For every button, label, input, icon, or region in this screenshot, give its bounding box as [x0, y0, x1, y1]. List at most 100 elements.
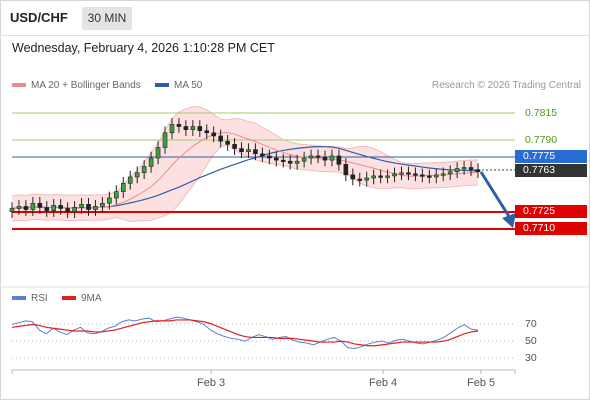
candle-body [79, 203, 84, 208]
x-tick-feb5: Feb 5 [467, 377, 496, 389]
candle-body [120, 182, 126, 192]
legend-9ma-label: 9MA [81, 293, 102, 304]
candle-body [23, 206, 29, 210]
candle-body [413, 173, 418, 176]
level-label-s1: 0.7725 [515, 205, 587, 218]
candle-body [86, 203, 91, 210]
timestamp: Wednesday, February 4, 2026 1:10:28 PM C… [12, 41, 275, 55]
candle-body [100, 202, 105, 207]
bollinger-upper [11, 106, 479, 197]
candle-body [16, 206, 22, 209]
legend-ma50: MA 50 [155, 80, 202, 91]
candle-body [364, 177, 370, 181]
level-label-pivot: 0.7775 [515, 150, 587, 163]
forecast-arrow-icon [479, 171, 516, 228]
chart-header: USD/CHF 30 MIN [0, 0, 590, 36]
rsi-panel [11, 316, 479, 350]
candle-body [114, 191, 119, 199]
candle-body [420, 174, 425, 177]
candle-body [204, 130, 210, 134]
candle-body [190, 126, 196, 130]
rsi-tick-70: 70 [525, 318, 537, 330]
candle-body [65, 208, 70, 212]
candle-body [350, 174, 356, 180]
timeframe-button[interactable]: 30 MIN [82, 7, 132, 30]
rsi-tick-50: 50 [525, 335, 537, 347]
legend-rsi: RSI [12, 293, 48, 304]
x-tick-feb3: Feb 3 [197, 377, 226, 389]
candle-body [246, 149, 251, 153]
rsi-tick-30: 30 [525, 352, 537, 364]
candle-body [239, 148, 244, 153]
candle-body [468, 167, 474, 170]
candle-body [378, 175, 383, 178]
candle-body [211, 132, 217, 137]
candle-body [357, 178, 363, 181]
candle-body [134, 172, 140, 178]
candle-body [433, 174, 439, 178]
ma9-swatch-icon [62, 296, 76, 301]
candle-body [385, 175, 390, 178]
candle-body [127, 176, 133, 184]
legend-ma50-label: MA 50 [174, 80, 203, 91]
candle-body [44, 207, 50, 211]
candle-body [322, 156, 328, 161]
candle-body [148, 157, 154, 167]
ma50-swatch-icon [155, 83, 169, 88]
candle-body [392, 173, 397, 177]
candle-body [329, 155, 335, 161]
candle-body [399, 172, 404, 175]
candle-body [232, 144, 237, 149]
candle-body [260, 153, 265, 157]
legend-rsi-label: RSI [31, 293, 48, 304]
candle-body [475, 169, 481, 173]
candle-body [273, 157, 279, 161]
legend-ma20: MA 20 + Bollinger Bands [12, 80, 141, 91]
candle-body [406, 172, 411, 175]
rsi-swatch-icon [12, 296, 26, 301]
level-label-last: 0.7763 [515, 164, 587, 177]
level-label-s2: 0.7710 [515, 222, 587, 235]
symbol-label: USD/CHF [10, 10, 68, 25]
rsi-line [11, 316, 479, 350]
candle-body [461, 167, 467, 170]
candle-body [93, 206, 98, 210]
candle-body [301, 157, 307, 162]
header-divider [0, 35, 590, 36]
candle-body [37, 202, 43, 208]
candle-body [427, 175, 432, 178]
candle-body [447, 171, 453, 175]
candle-body [197, 126, 203, 131]
legend-ma20-label: MA 20 + Bollinger Bands [31, 80, 141, 91]
credit-text: Research © 2026 Trading Central [431, 80, 581, 91]
candle-body [51, 205, 57, 211]
bollinger-bands [11, 106, 479, 222]
candle-body [155, 147, 161, 159]
candle-body [58, 205, 63, 209]
candle-body [267, 155, 272, 159]
candle-body [176, 124, 182, 127]
ma20-swatch-icon [12, 83, 26, 88]
candle-body [253, 149, 258, 155]
candle-body [287, 160, 293, 164]
candle-body [141, 166, 147, 174]
candle-body [218, 135, 223, 142]
level-label-r2: 0.7815 [525, 107, 558, 119]
candle-body [9, 208, 15, 212]
candle-body [371, 175, 376, 179]
candle-body [343, 164, 349, 176]
candle-body [107, 197, 112, 204]
bollinger-fill [12, 106, 478, 222]
candle-body [183, 126, 189, 130]
bollinger-lower [11, 144, 479, 222]
candle-body [454, 168, 460, 173]
candle-body [440, 173, 446, 176]
candle-body [336, 155, 342, 165]
candle-body [315, 155, 321, 158]
candle-body [169, 124, 175, 134]
level-label-r1: 0.7790 [525, 134, 558, 146]
candle-body [72, 207, 77, 212]
candle-body [30, 202, 36, 210]
candle-body [280, 159, 286, 162]
